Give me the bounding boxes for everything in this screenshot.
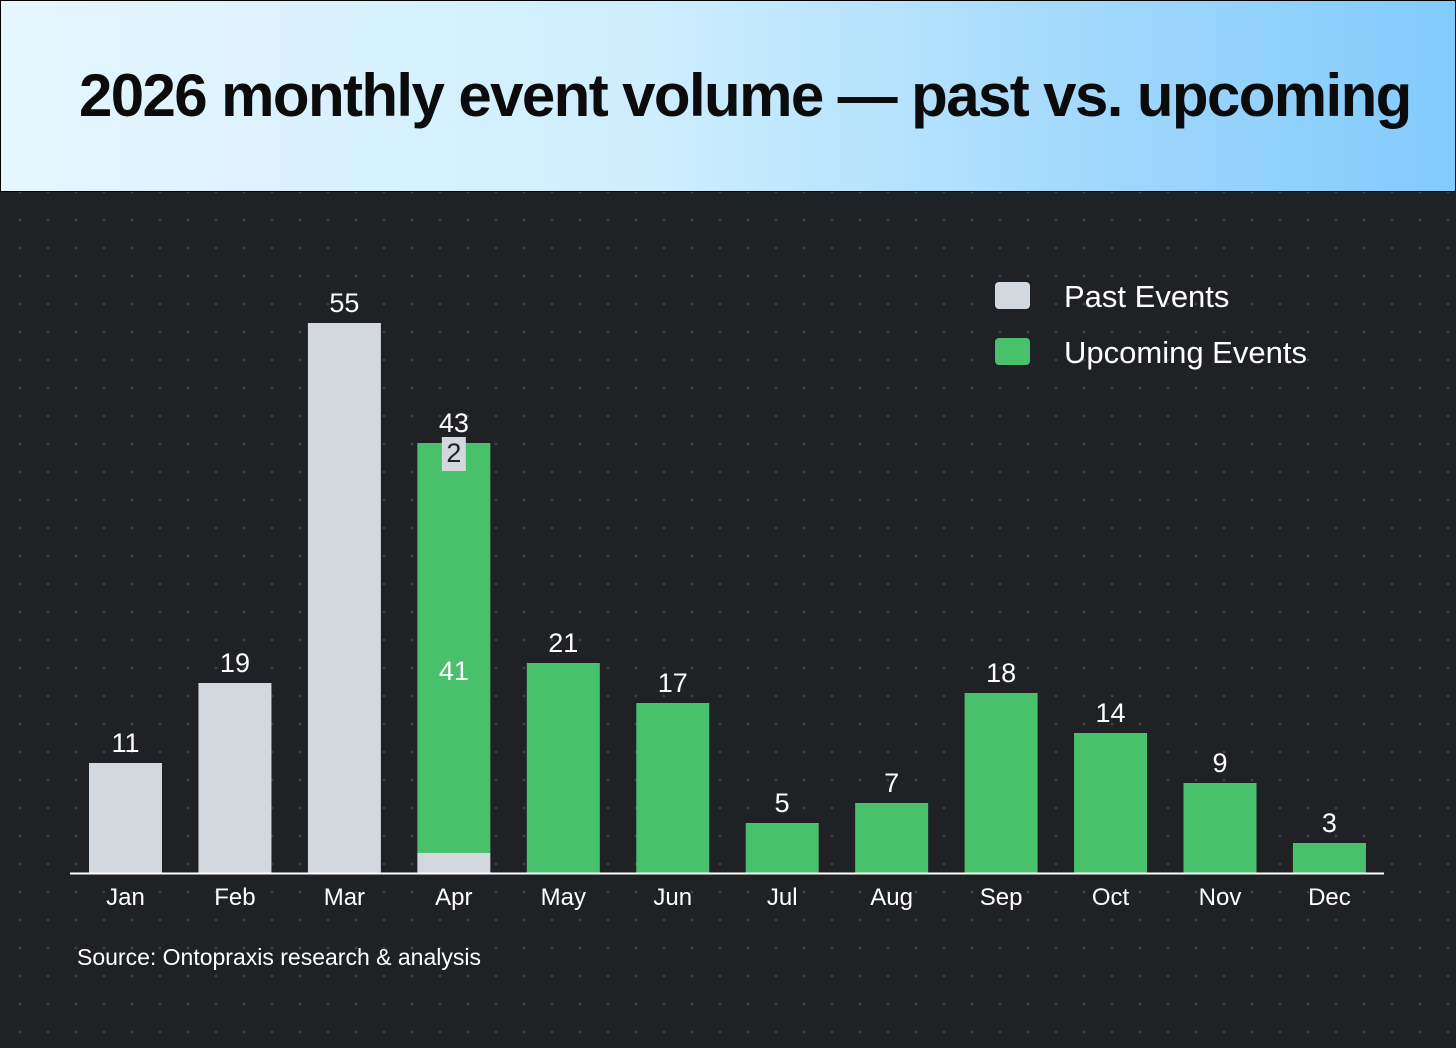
legend: Past Events Upcoming Events bbox=[995, 279, 1307, 370]
segment-label-past-apr: 2 bbox=[446, 438, 461, 468]
value-label-jun: 17 bbox=[658, 668, 688, 698]
x-tick-nov: Nov bbox=[1199, 884, 1242, 911]
bar-upcoming-events-may bbox=[526, 663, 600, 873]
x-tick-mar: Mar bbox=[324, 884, 365, 911]
bar-upcoming-events-jul bbox=[745, 823, 819, 873]
x-tick-aug: Aug bbox=[870, 884, 913, 911]
value-label-sep: 18 bbox=[986, 658, 1016, 688]
value-label-nov: 9 bbox=[1212, 748, 1227, 778]
source-note: Source: Ontopraxis research & analysis bbox=[77, 944, 481, 970]
value-label-oct: 14 bbox=[1096, 698, 1126, 728]
value-label-dec: 3 bbox=[1322, 808, 1337, 838]
x-tick-jan: Jan bbox=[106, 884, 145, 911]
value-label-apr: 43 bbox=[439, 408, 469, 438]
x-tick-dec: Dec bbox=[1308, 884, 1351, 911]
value-label-mar: 55 bbox=[329, 288, 359, 318]
value-label-jan: 11 bbox=[111, 728, 139, 758]
bar-upcoming-events-aug bbox=[855, 803, 929, 873]
bar-upcoming-events-jun bbox=[636, 703, 710, 873]
bar-past-events-feb bbox=[198, 683, 272, 873]
value-label-feb: 19 bbox=[220, 648, 250, 678]
bar-chart: 11 Jan 19 Feb 55 Mar 432 41 Apr 21 May 17 Jun 5 Jul 7 Au… bbox=[70, 279, 1384, 911]
bar-upcoming-events-dec bbox=[1292, 843, 1366, 873]
bar-past-events-mar bbox=[307, 323, 381, 873]
x-tick-oct: Oct bbox=[1092, 884, 1130, 911]
bar-past-events-apr bbox=[417, 853, 491, 873]
legend-swatch-past-events bbox=[995, 282, 1030, 309]
legend-label-past-events: Past Events bbox=[1064, 279, 1229, 314]
x-tick-sep: Sep bbox=[980, 884, 1023, 911]
x-tick-may: May bbox=[541, 884, 586, 911]
bar-past-events-jan bbox=[89, 763, 162, 873]
bar-upcoming-events-apr bbox=[417, 443, 491, 853]
legend-swatch-upcoming-events bbox=[995, 338, 1030, 365]
bar-upcoming-events-nov bbox=[1183, 783, 1257, 873]
value-label-aug: 7 bbox=[884, 768, 899, 798]
chart-title: 2026 monthly event volume — past vs. upc… bbox=[79, 62, 1412, 129]
x-tick-jun: Jun bbox=[653, 884, 692, 911]
title-banner: 2026 monthly event volume — past vs. upc… bbox=[0, 0, 1456, 192]
segment-label-upcoming-apr: 41 bbox=[439, 656, 469, 686]
value-label-jul: 5 bbox=[775, 788, 790, 818]
segment-label-box-past-apr bbox=[441, 437, 466, 471]
bar-upcoming-events-oct bbox=[1074, 733, 1148, 873]
legend-label-upcoming-events: Upcoming Events bbox=[1064, 335, 1307, 370]
value-label-may: 21 bbox=[548, 628, 578, 658]
x-tick-feb: Feb bbox=[214, 884, 255, 911]
bar-upcoming-events-sep bbox=[964, 693, 1038, 873]
x-tick-jul: Jul bbox=[767, 884, 798, 911]
x-tick-apr: Apr bbox=[435, 884, 472, 911]
